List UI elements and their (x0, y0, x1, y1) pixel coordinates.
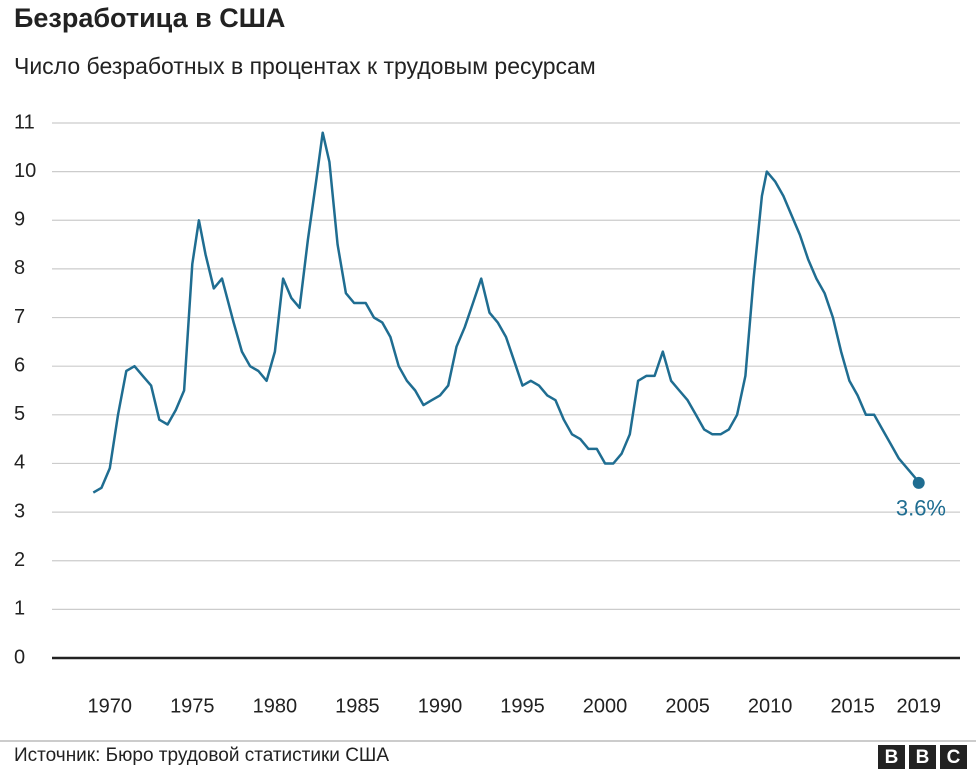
x-tick-label: 2019 (896, 695, 941, 717)
x-tick-label: 1975 (170, 695, 215, 717)
x-tick-label: 2010 (748, 695, 793, 717)
logo-letter: B (916, 747, 930, 768)
chart-subtitle: Число безработных в процентах к трудовым… (14, 53, 596, 79)
x-tick-label: 1985 (335, 695, 380, 717)
x-tick-label: 2005 (665, 695, 710, 717)
logo-box (878, 745, 905, 769)
logo-box (909, 745, 936, 769)
source: Источник: Бюро трудовой статистики США (14, 745, 389, 766)
y-tick-label: 0 (14, 646, 25, 668)
logo-letter: C (947, 747, 961, 768)
y-tick-label: 5 (14, 403, 25, 425)
y-tick-label: 10 (14, 160, 36, 182)
end-point (912, 476, 925, 489)
y-tick-label: 4 (14, 452, 25, 474)
chart-title: Безработица в США (14, 3, 285, 33)
x-tick-label: 2000 (583, 695, 628, 717)
line (92, 131, 920, 494)
y-tick-label: 9 (14, 209, 25, 231)
y-tick-label: 6 (14, 354, 25, 376)
x-tick-label: 1995 (500, 695, 545, 717)
logo-letter: B (885, 747, 899, 768)
x-tick-label: 2015 (830, 695, 875, 717)
y-tick-label: 11 (14, 111, 35, 133)
y-tick-label: 1 (14, 598, 25, 620)
y-tick-label: 7 (14, 306, 25, 328)
x-tick-label: 1990 (418, 695, 463, 717)
annotation: 3.6% (896, 496, 946, 521)
x-tick-label: 1970 (88, 695, 133, 717)
x-tick-label: 1980 (253, 695, 298, 717)
y-tick-label: 2 (14, 549, 25, 571)
y-tick-label: 8 (14, 257, 25, 279)
y-tick-label: 3 (14, 500, 25, 522)
logo-box (940, 745, 967, 769)
